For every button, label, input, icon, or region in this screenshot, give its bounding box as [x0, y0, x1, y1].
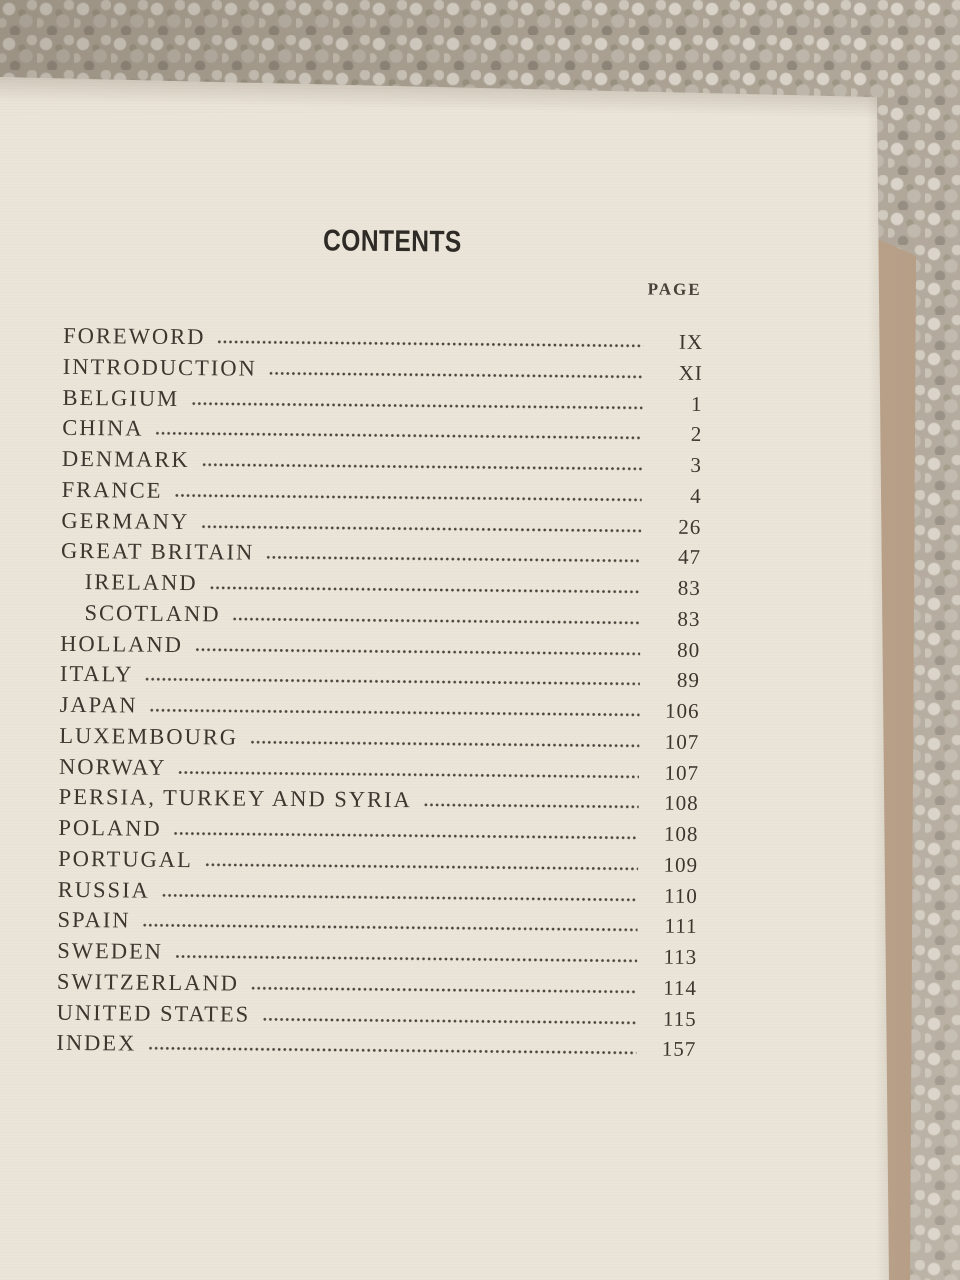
toc-entry-page: 83	[677, 606, 701, 631]
toc-entry-page: 4	[690, 483, 702, 508]
toc-entry-page: 108	[664, 790, 699, 816]
page-column-label: PAGE	[647, 279, 702, 299]
dot-leader	[173, 830, 639, 841]
toc-entry: PORTUGAL 109	[58, 844, 698, 881]
toc-entry-page: 26	[678, 514, 702, 539]
dot-leader	[194, 646, 641, 656]
dot-leader	[268, 370, 643, 380]
toc-entry-page: 111	[664, 913, 698, 939]
dot-leader	[178, 769, 639, 779]
dot-leader	[148, 1045, 637, 1056]
toc-entry-page: 83	[677, 575, 701, 600]
toc-entry-label: INDEX	[56, 1030, 137, 1056]
toc-entry-page: 115	[662, 1006, 697, 1031]
toc-entry-label: HOLLAND	[60, 630, 184, 657]
toc-entry-label: RUSSIA	[57, 876, 151, 903]
toc-entry-label: SWEDEN	[57, 937, 164, 964]
toc-entry-label: NORWAY	[58, 753, 167, 780]
toc-entry-label: SPAIN	[57, 907, 131, 933]
toc-entry-page: 106	[664, 698, 700, 723]
dot-leader	[204, 861, 639, 872]
toc-entry-page: 110	[663, 883, 698, 908]
toc-entry-label: BELGIUM	[62, 384, 180, 411]
toc-entry-label: FRANCE	[61, 476, 163, 503]
toc-entry-label: JAPAN	[59, 691, 138, 718]
toc-entry-page: 47	[677, 545, 702, 570]
dot-leader	[155, 430, 643, 441]
dot-leader	[217, 339, 644, 349]
toc-entry: INDEX 157	[56, 1028, 696, 1065]
toc-entry-label: DENMARK	[61, 445, 190, 473]
toc-entry-page: 107	[664, 729, 700, 754]
toc-entry-label: SWITZERLAND	[56, 968, 240, 996]
toc-entry-page: 2	[690, 422, 703, 447]
toc-entry-label: LUXEMBOURG	[59, 722, 239, 750]
toc-entry: HOLLAND 80	[60, 628, 700, 665]
toc-entry: BELGIUM 1	[62, 382, 702, 419]
toc-entry-label: INTRODUCTION	[62, 353, 257, 381]
dot-leader	[250, 985, 637, 995]
dot-leader	[250, 739, 640, 749]
toc-entry-page: 1	[690, 391, 703, 416]
dot-leader	[232, 616, 641, 626]
dot-leader	[262, 1016, 637, 1025]
dot-leader	[201, 523, 642, 533]
toc-entry-label: PERSIA, TURKEY AND SYRIA	[58, 784, 412, 813]
contents-title: CONTENTS	[322, 224, 462, 259]
toc-entry-page: 80	[677, 637, 701, 662]
toc-entry-page: 3	[690, 452, 703, 477]
dot-leader	[161, 892, 638, 902]
toc-entry-label: GERMANY	[61, 507, 190, 534]
toc-entry-page: 89	[676, 668, 701, 693]
dot-leader	[191, 400, 643, 410]
dot-leader	[266, 555, 642, 564]
toc-entry-page: XI	[678, 360, 703, 385]
dot-leader	[423, 802, 639, 810]
dot-leader	[174, 492, 642, 503]
toc-entry-label: SCOTLAND	[84, 599, 221, 627]
dot-leader	[145, 676, 640, 687]
dot-leader	[142, 922, 638, 933]
toc-entry-page: 107	[664, 760, 700, 785]
toc-entry: UNITED STATES 115	[57, 997, 697, 1034]
toc-entry-label: POLAND	[58, 814, 162, 841]
toc-entry-label: IRELAND	[84, 569, 198, 596]
toc-entry-label: PORTUGAL	[58, 845, 193, 872]
toc-list: FOREWORD IX INTRODUCTION XI BELGIUM 1 CH…	[56, 321, 703, 1065]
toc-entry-page: 157	[661, 1036, 697, 1062]
toc-entry-label: CHINA	[62, 415, 144, 441]
toc-entry-label: GREAT BRITAIN	[60, 538, 255, 565]
toc-entry-page: 114	[663, 975, 698, 1000]
toc-entry-page: 108	[663, 821, 699, 846]
dot-leader	[149, 707, 640, 718]
toc-entry-label: ITALY	[59, 661, 134, 687]
toc-entry-label: FOREWORD	[63, 322, 206, 350]
toc-entry-label: UNITED STATES	[56, 999, 251, 1027]
toc-entry-page: IX	[678, 329, 704, 354]
dot-leader	[209, 585, 641, 595]
toc-entry-page: 113	[663, 944, 698, 969]
toc-entry-page: 109	[663, 852, 699, 877]
dot-leader	[201, 462, 642, 472]
dot-leader	[174, 953, 638, 964]
